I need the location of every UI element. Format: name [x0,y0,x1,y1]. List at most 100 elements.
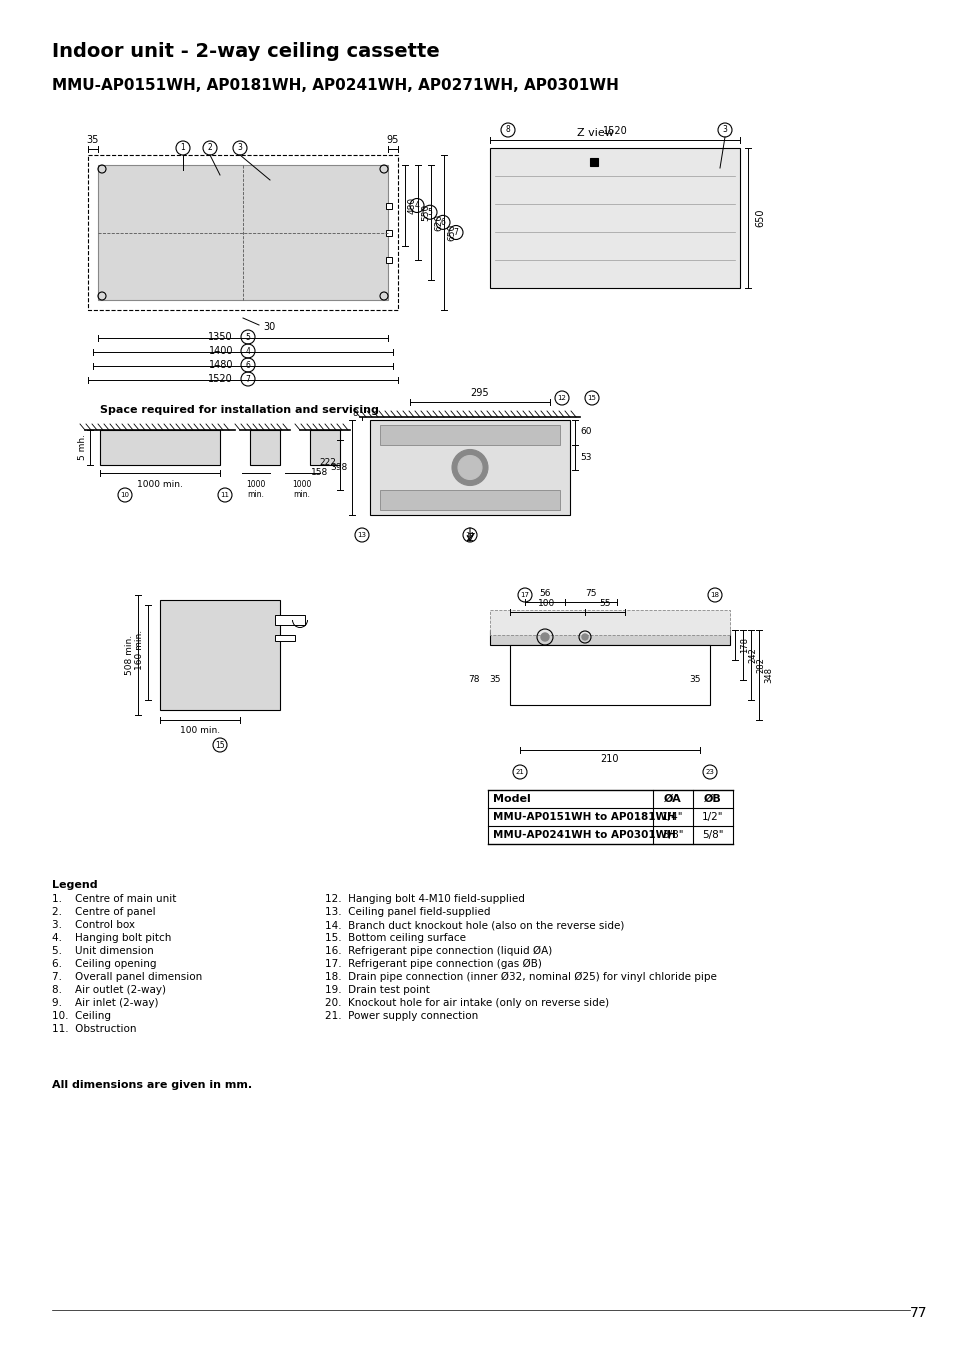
Text: 6: 6 [245,360,251,370]
Text: 2.    Centre of panel: 2. Centre of panel [52,907,155,917]
Text: 620: 620 [434,213,442,231]
Text: 53: 53 [579,452,591,462]
Text: 9.    Air inlet (2-way): 9. Air inlet (2-way) [52,998,158,1008]
Text: 7: 7 [453,228,458,238]
Text: 8: 8 [353,409,357,418]
Text: 11.  Obstruction: 11. Obstruction [52,1025,136,1034]
Bar [386,202,392,208]
Text: 178: 178 [740,637,748,653]
Text: 16.  Refrigerant pipe connection (liquid ØA): 16. Refrigerant pipe connection (liquid … [325,946,552,956]
Text: 30: 30 [263,323,275,332]
Text: 550: 550 [420,204,430,221]
Text: 508 min.: 508 min. [125,634,133,675]
Text: 15: 15 [215,741,225,749]
Bar [88,155,397,310]
Text: 21.  Power supply connection: 21. Power supply connection [325,1011,477,1021]
Text: 5: 5 [245,332,251,342]
Text: Z: Z [466,533,474,543]
Text: 21: 21 [515,769,524,775]
Bar [386,230,392,235]
Text: 14.  Branch duct knockout hole (also on the reverse side): 14. Branch duct knockout hole (also on t… [325,919,623,930]
Text: 18.  Drain pipe connection (inner Ø32, nominal Ø25) for vinyl chloride pipe: 18. Drain pipe connection (inner Ø32, no… [325,972,716,983]
Bar [589,158,598,166]
Bar [379,490,559,510]
Text: 3.    Control box: 3. Control box [52,919,135,930]
Bar [274,634,294,641]
Circle shape [540,633,548,641]
Text: 17.  Refrigerant pipe connection (gas ØB): 17. Refrigerant pipe connection (gas ØB) [325,958,541,969]
Text: 19.  Drain test point: 19. Drain test point [325,986,430,995]
Text: 35: 35 [489,675,500,684]
Text: 17: 17 [520,593,529,598]
Text: 1520: 1520 [602,126,627,136]
Text: MMU-AP0241WH to AP0301WH: MMU-AP0241WH to AP0301WH [493,830,675,840]
Text: 77: 77 [909,1305,926,1320]
Text: Z view: Z view [576,128,613,138]
Text: 12.  Hanging bolt 4-M10 field-supplied: 12. Hanging bolt 4-M10 field-supplied [325,894,524,904]
Text: 5/8": 5/8" [701,830,723,840]
Text: 398: 398 [331,463,348,472]
Text: 1400: 1400 [209,346,233,356]
Bar [490,630,729,645]
Text: 11: 11 [220,491,230,498]
Text: 100: 100 [537,599,555,608]
Text: 8.    Air outlet (2-way): 8. Air outlet (2-way) [52,986,166,995]
Bar [386,256,392,262]
Text: 3: 3 [721,126,727,135]
Text: 210: 210 [600,755,618,764]
Text: 23: 23 [705,769,714,775]
Text: 1350: 1350 [208,332,233,342]
Text: 1480: 1480 [209,360,233,370]
Text: 15.  Bottom ceiling surface: 15. Bottom ceiling surface [325,933,465,944]
Text: 5: 5 [427,208,432,217]
Bar [379,425,559,446]
Text: 5 mh.: 5 mh. [78,435,87,460]
Bar [274,616,305,625]
Text: 1000
min.: 1000 min. [246,481,265,500]
Text: 7.    Overall panel dimension: 7. Overall panel dimension [52,972,202,981]
Text: ØB: ØB [703,794,721,805]
Bar [510,645,709,705]
Text: 4.    Hanging bolt pitch: 4. Hanging bolt pitch [52,933,172,944]
Text: 55: 55 [598,599,610,608]
Text: 5.    Unit dimension: 5. Unit dimension [52,946,153,956]
Text: Model: Model [493,794,530,805]
Bar [490,610,729,634]
Text: 56: 56 [538,589,550,598]
Text: 4: 4 [415,201,419,211]
Text: 6: 6 [440,217,445,227]
Text: 78: 78 [468,675,479,684]
Text: 2: 2 [208,143,213,153]
Text: 75: 75 [584,589,597,598]
Text: 3/8": 3/8" [661,830,683,840]
Text: All dimensions are given in mm.: All dimensions are given in mm. [52,1080,252,1089]
Text: 10: 10 [120,491,130,498]
Text: 650: 650 [447,224,456,242]
Text: 4: 4 [245,347,251,355]
Text: 100 min.: 100 min. [180,726,220,734]
Text: 1520: 1520 [208,374,233,383]
Text: 12: 12 [557,396,566,401]
Circle shape [457,455,481,479]
Text: Space required for installation and servicing: Space required for installation and serv… [100,405,378,414]
Text: 222: 222 [319,458,335,467]
Text: 10.  Ceiling: 10. Ceiling [52,1011,111,1021]
Text: Indoor unit - 2-way ceiling cassette: Indoor unit - 2-way ceiling cassette [52,42,439,61]
Text: 295: 295 [470,387,489,398]
Bar [98,165,388,300]
Text: 348: 348 [763,667,772,683]
Text: 15: 15 [587,396,596,401]
Text: Legend: Legend [52,880,97,890]
Text: 13.  Ceiling panel field-supplied: 13. Ceiling panel field-supplied [325,907,490,917]
Text: 35: 35 [87,135,99,144]
Text: 3: 3 [237,143,242,153]
Text: 480: 480 [408,197,416,215]
Text: 1: 1 [180,143,185,153]
Text: MMU-AP0151WH, AP0181WH, AP0241WH, AP0271WH, AP0301WH: MMU-AP0151WH, AP0181WH, AP0241WH, AP0271… [52,78,618,93]
Text: 650: 650 [754,209,764,227]
Text: 160 min.: 160 min. [135,630,144,670]
Text: 35: 35 [688,675,700,684]
Text: 158: 158 [311,468,328,477]
Text: 1000 min.: 1000 min. [137,481,183,489]
Text: 14: 14 [465,532,474,539]
